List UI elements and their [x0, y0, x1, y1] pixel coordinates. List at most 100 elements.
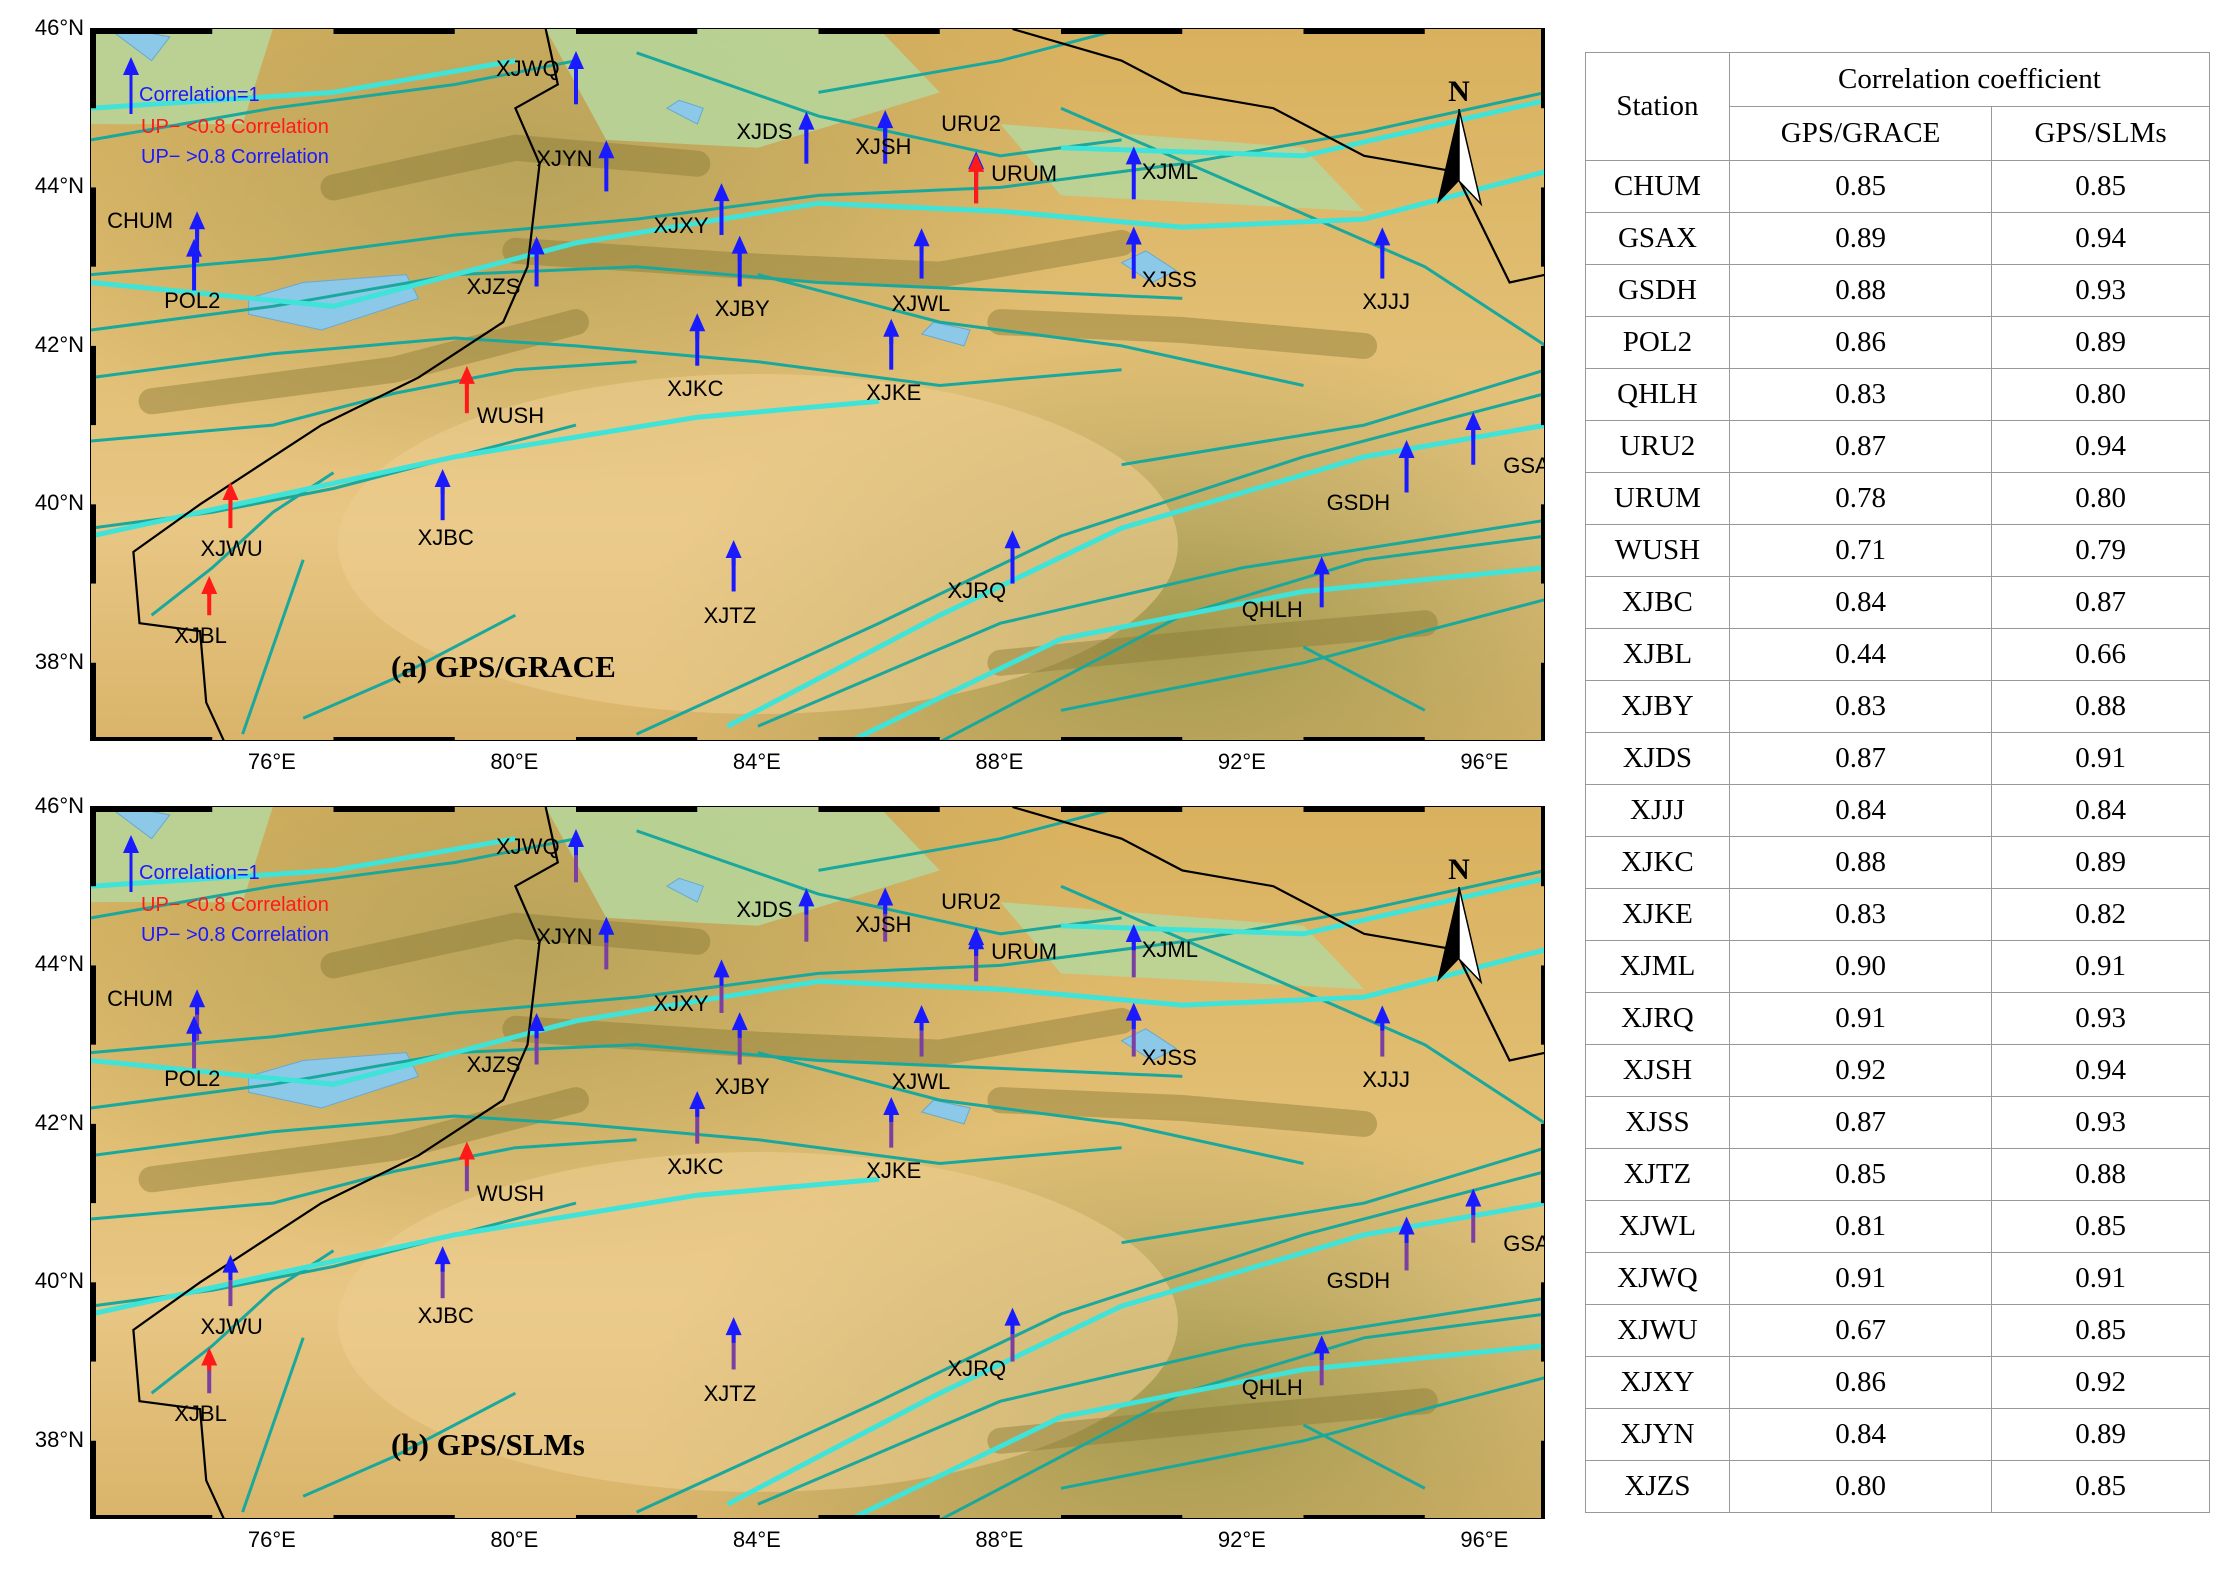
fault-line — [91, 1114, 1122, 1166]
fault-line — [302, 1391, 517, 1498]
table-cell-grace: 0.87 — [1728, 420, 1993, 473]
fault-line — [91, 91, 1544, 277]
table-row: XJML 0.90 0.91 — [1585, 940, 2210, 993]
station-arrow-xjbc — [434, 468, 451, 521]
table-cell-station: XJRQ — [1585, 992, 1730, 1045]
table-cell-station: XJWU — [1585, 1304, 1730, 1357]
table-cell-grace: 0.84 — [1728, 784, 1993, 837]
table-cell-station: GSDH — [1585, 264, 1730, 317]
table-row: CHUM 0.85 0.85 — [1585, 160, 2210, 213]
station-label: XJRQ — [947, 577, 1007, 603]
station-label: XJKE — [866, 379, 922, 405]
station-arrow-xjjj — [1374, 1005, 1391, 1057]
frame-bar — [576, 737, 698, 740]
station-arrow-xjke — [883, 1097, 900, 1148]
table-cell-station: XJML — [1585, 940, 1730, 993]
station-arrow-xjwq — [568, 828, 584, 883]
station-arrow-xjyn — [598, 140, 615, 192]
station-label: XJKE — [866, 1157, 922, 1183]
lowland-green — [91, 807, 273, 903]
table-cell-station: WUSH — [1585, 524, 1730, 577]
table-cell-station: XJKC — [1585, 836, 1730, 889]
table-cell-station: XJTZ — [1585, 1148, 1730, 1201]
table-cell-grace: 0.87 — [1728, 732, 1993, 785]
lowland-green — [91, 29, 273, 125]
frame-bar — [1541, 662, 1544, 740]
desert-basin — [337, 1151, 1178, 1492]
legend-arrow-icon — [123, 57, 139, 114]
table-row: URUM 0.78 0.80 — [1585, 472, 2210, 525]
latitude-label: 42°N — [34, 331, 84, 357]
frame-bar — [818, 1515, 940, 1518]
longitude-label: 84°E — [732, 1527, 781, 1552]
latitude-label: 38°N — [34, 1426, 84, 1452]
frame-bar — [1061, 29, 1183, 34]
fault-line — [940, 1312, 1544, 1518]
table-cell-grace: 0.89 — [1728, 212, 1993, 265]
table-cell-grace: 0.81 — [1728, 1200, 1993, 1253]
mountain-ridge — [138, 309, 589, 415]
table-cell-grace: 0.92 — [1728, 1044, 1993, 1097]
fault-line — [302, 613, 517, 720]
table-row: XJKE 0.83 0.82 — [1585, 888, 2210, 941]
table-row: XJBC 0.84 0.87 — [1585, 576, 2210, 629]
longitude-label: 88°E — [975, 1527, 1024, 1552]
frame-bar — [91, 187, 96, 267]
frame-bar — [1541, 345, 1544, 426]
lake — [665, 99, 704, 125]
table-cell-slm: 0.94 — [1991, 212, 2210, 265]
frame-bar — [91, 345, 96, 426]
station-arrow-xjxy — [713, 959, 730, 1013]
frame-bar — [1303, 807, 1425, 812]
latitude-label: 44°N — [34, 173, 84, 199]
station-label: XJSS — [1141, 1044, 1197, 1070]
station-arrow-wush — [458, 1141, 475, 1192]
station-arrow-xjjj — [1374, 227, 1391, 279]
station-arrow-xjss — [1125, 226, 1142, 279]
fault-line — [1060, 106, 1544, 347]
station-label: XJWL — [891, 290, 951, 316]
fault-line — [91, 336, 1122, 388]
table-cell-slm: 0.87 — [1991, 576, 2210, 629]
station-label: XJWQ — [496, 834, 560, 860]
table-cell-slm: 0.88 — [1991, 1148, 2210, 1201]
fault-line — [818, 807, 1122, 872]
station-label: QHLH — [1241, 1375, 1303, 1401]
station-label: QHLH — [1241, 597, 1303, 623]
fault-line — [757, 1296, 1544, 1506]
station-label: XJJJ — [1362, 288, 1410, 314]
table-cell-station: XJXY — [1585, 1356, 1730, 1409]
table-cell-slm: 0.85 — [1991, 1200, 2210, 1253]
major-fault-line — [1060, 98, 1544, 159]
longitude-label: 76°E — [247, 749, 296, 774]
table-cell-grace: 0.90 — [1728, 940, 1993, 993]
table-row: XJDS 0.87 0.91 — [1585, 732, 2210, 785]
table-cell-slm: 0.93 — [1991, 264, 2210, 317]
table-cell-slm: 0.92 — [1991, 1356, 2210, 1409]
major-fault-line — [91, 947, 1544, 1087]
major-fault-line — [726, 1200, 1544, 1507]
station-label: GSAX — [1503, 1230, 1544, 1256]
station-label: XJKC — [667, 375, 724, 401]
table-cell-slm: 0.94 — [1991, 420, 2210, 473]
table-cell-station: QHLH — [1585, 368, 1730, 421]
station-label: XJBC — [417, 1303, 474, 1329]
station-label: XJWQ — [496, 56, 560, 82]
frame-bar — [91, 965, 96, 1045]
table-cell-station: XJWQ — [1585, 1252, 1730, 1305]
station-label: GSDH — [1326, 490, 1391, 516]
major-fault-line — [91, 58, 516, 111]
station-label: XJDS — [736, 896, 793, 922]
station-label: POL2 — [164, 288, 221, 314]
table-cell-slm: 0.82 — [1991, 888, 2210, 941]
table-row: XJKC 0.88 0.89 — [1585, 836, 2210, 889]
country-border — [132, 807, 560, 1518]
frame-bar — [1303, 737, 1425, 740]
table-row: XJBL 0.44 0.66 — [1585, 628, 2210, 681]
map-panel-grace: N Correlation=1 UP− <0.8 Correlation UP− >… — [90, 28, 1545, 741]
table-row: XJRQ 0.91 0.93 — [1585, 992, 2210, 1045]
station-arrow-wush — [458, 365, 475, 414]
station-arrow-xjtz — [725, 539, 742, 592]
fault-line — [91, 265, 1183, 332]
table-cell-grace: 0.87 — [1728, 1096, 1993, 1149]
